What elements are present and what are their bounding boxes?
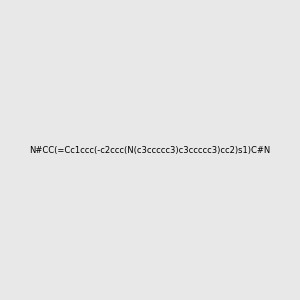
Text: N#CC(=Cc1ccc(-c2ccc(N(c3ccccc3)c3ccccc3)cc2)s1)C#N: N#CC(=Cc1ccc(-c2ccc(N(c3ccccc3)c3ccccc3)…	[29, 146, 271, 154]
